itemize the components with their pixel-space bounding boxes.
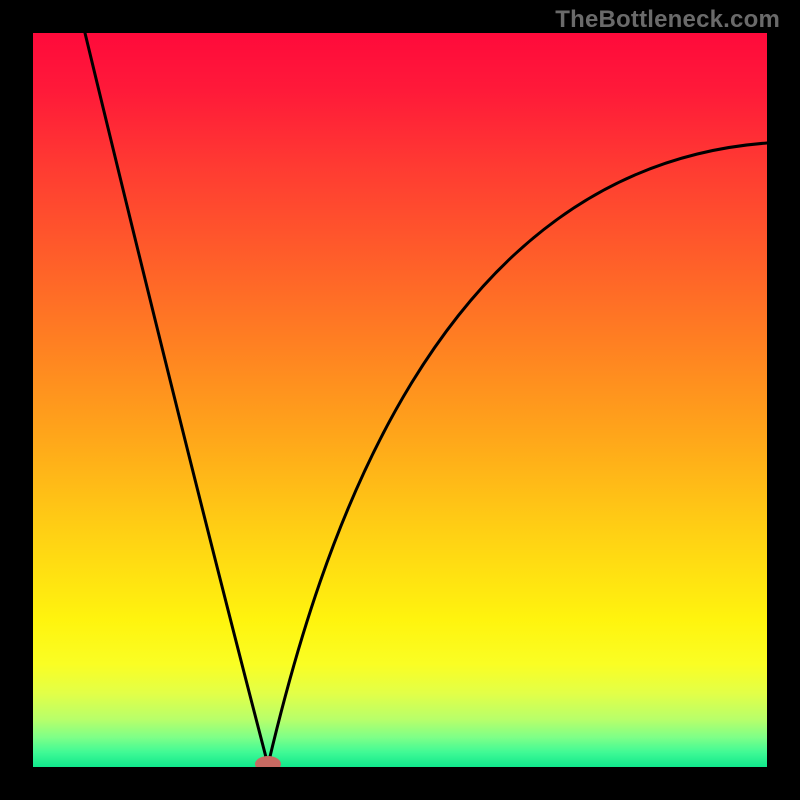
chart-container: TheBottleneck.com <box>0 0 800 800</box>
vertex-marker <box>255 756 281 767</box>
watermark-text: TheBottleneck.com <box>555 6 780 34</box>
bottleneck-curve <box>33 33 767 767</box>
